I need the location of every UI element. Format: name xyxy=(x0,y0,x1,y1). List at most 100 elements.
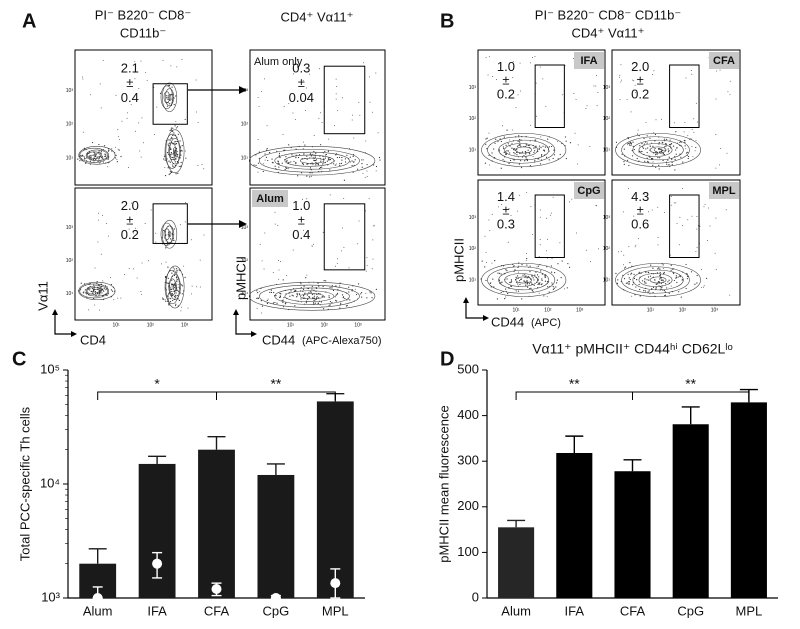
event-dot xyxy=(298,293,300,295)
event-dot xyxy=(335,98,337,100)
event-dot xyxy=(116,161,118,163)
event-dot xyxy=(320,144,322,146)
x-tick-label: IFA xyxy=(565,603,585,618)
condition-label: CFA xyxy=(713,55,735,67)
event-dot xyxy=(644,280,646,282)
event-dot xyxy=(647,291,649,293)
event-dot xyxy=(655,151,658,153)
event-dot xyxy=(639,288,641,291)
event-dot xyxy=(596,74,598,76)
event-dot xyxy=(172,299,174,302)
event-dot xyxy=(279,295,281,297)
event-dot xyxy=(694,283,696,285)
event-dot xyxy=(514,153,516,155)
flow-tick-label: 10² xyxy=(147,322,155,328)
y-tick-label: 10³ xyxy=(41,589,60,604)
event-dot xyxy=(661,286,663,289)
event-dot xyxy=(633,273,635,276)
event-dot xyxy=(639,295,641,297)
event-dot xyxy=(621,153,623,155)
event-dot xyxy=(174,164,177,167)
event-dot xyxy=(191,285,193,287)
event-dot xyxy=(645,282,647,284)
event-dot xyxy=(684,145,686,147)
contour xyxy=(167,231,172,238)
event-dot xyxy=(617,251,619,253)
event-dot xyxy=(286,160,288,163)
event-dot xyxy=(543,150,546,152)
event-dot xyxy=(553,149,555,151)
event-dot xyxy=(636,278,638,281)
event-dot xyxy=(687,151,689,153)
flow-tick-label: 10² xyxy=(66,122,74,128)
event-dot xyxy=(655,119,657,121)
event-dot xyxy=(283,105,285,107)
event-dot xyxy=(541,279,543,281)
event-dot xyxy=(167,145,170,147)
event-dot xyxy=(120,155,122,158)
event-dot xyxy=(529,153,531,155)
event-dot xyxy=(85,293,87,295)
event-dot xyxy=(335,299,337,302)
event-dot xyxy=(300,172,303,174)
event-dot xyxy=(262,163,264,165)
event-dot xyxy=(513,159,515,161)
event-dot xyxy=(169,172,171,175)
event-dot xyxy=(535,139,537,141)
event-dot xyxy=(322,285,324,288)
event-dot xyxy=(715,167,717,169)
event-dot xyxy=(365,140,367,142)
event-dot xyxy=(366,265,368,267)
event-dot xyxy=(629,278,631,281)
significance-bracket xyxy=(97,391,217,400)
event-dot xyxy=(175,95,177,97)
event-dot xyxy=(320,112,322,114)
event-dot xyxy=(291,154,293,156)
event-dot xyxy=(633,148,635,151)
event-dot xyxy=(633,277,636,279)
event-dot xyxy=(520,90,522,92)
event-dot xyxy=(97,241,99,243)
event-dot xyxy=(505,296,507,298)
event-dot xyxy=(663,153,666,156)
event-dot xyxy=(331,287,333,289)
event-dot xyxy=(268,151,271,154)
event-dot xyxy=(521,298,523,300)
event-dot xyxy=(653,70,655,72)
event-dot xyxy=(366,175,368,177)
event-dot xyxy=(260,91,262,93)
event-dot xyxy=(170,288,173,290)
flow-tick-label: 10¹ xyxy=(603,147,611,153)
event-dot xyxy=(111,290,114,292)
event-dot xyxy=(524,150,526,153)
contour xyxy=(161,219,178,249)
contour xyxy=(299,293,325,300)
gate-header: PI⁻ B220⁻ CD8⁻ xyxy=(95,7,191,22)
event-dot xyxy=(534,159,536,161)
event-dot xyxy=(536,266,538,268)
y-axis-label: pMHCII mean fluorescence xyxy=(436,405,451,563)
contour xyxy=(169,274,181,300)
event-dot xyxy=(634,84,636,86)
event-dot xyxy=(632,145,634,147)
event-dot xyxy=(494,142,496,144)
event-dot xyxy=(141,117,143,119)
event-dot xyxy=(500,282,502,284)
event-dot xyxy=(172,134,174,136)
event-dot xyxy=(535,271,537,273)
event-dot xyxy=(678,291,680,293)
event-dot xyxy=(635,286,637,288)
event-dot xyxy=(104,145,106,147)
event-dot xyxy=(485,138,487,140)
contour xyxy=(172,282,178,292)
event-dot xyxy=(174,268,176,270)
event-dot xyxy=(184,221,186,223)
event-dot xyxy=(504,298,506,300)
event-dot xyxy=(168,160,170,162)
event-dot xyxy=(489,164,491,166)
event-dot xyxy=(181,306,183,308)
flow-tick-label: 10³ xyxy=(66,225,74,231)
event-dot xyxy=(334,296,336,298)
event-dot xyxy=(662,264,664,266)
event-dot xyxy=(172,165,174,168)
